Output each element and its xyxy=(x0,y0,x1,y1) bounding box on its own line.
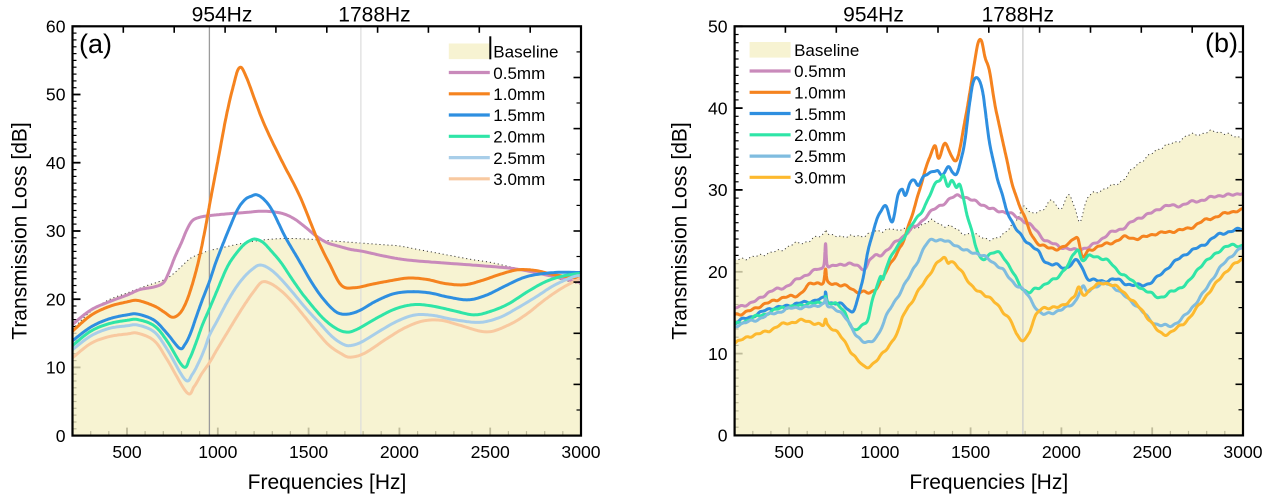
svg-text:Transmission Loss [dB]: Transmission Loss [dB] xyxy=(669,122,692,339)
svg-text:40: 40 xyxy=(708,98,728,118)
svg-text:10: 10 xyxy=(708,344,728,364)
svg-text:2.0mm: 2.0mm xyxy=(493,128,545,147)
svg-text:30: 30 xyxy=(46,221,66,241)
svg-text:50: 50 xyxy=(708,17,728,37)
svg-text:3000: 3000 xyxy=(1223,442,1262,462)
svg-text:3.0mm: 3.0mm xyxy=(493,170,545,189)
svg-text:2500: 2500 xyxy=(471,442,510,462)
svg-text:Transmission Loss [dB]: Transmission Loss [dB] xyxy=(9,122,32,339)
svg-text:1.5mm: 1.5mm xyxy=(493,106,545,125)
svg-text:40: 40 xyxy=(46,153,66,173)
svg-text:(a): (a) xyxy=(79,29,112,59)
svg-text:1500: 1500 xyxy=(289,442,328,462)
svg-text:0: 0 xyxy=(718,426,728,446)
svg-text:10: 10 xyxy=(46,358,66,378)
svg-text:20: 20 xyxy=(708,262,728,282)
svg-text:1000: 1000 xyxy=(198,442,237,462)
svg-text:1.5mm: 1.5mm xyxy=(794,105,846,124)
svg-text:954Hz: 954Hz xyxy=(843,4,904,27)
svg-text:50: 50 xyxy=(46,85,66,105)
svg-text:20: 20 xyxy=(46,289,66,309)
svg-text:2.5mm: 2.5mm xyxy=(493,149,545,168)
svg-text:(b): (b) xyxy=(1205,28,1238,58)
svg-text:30: 30 xyxy=(708,180,728,200)
svg-text:1000: 1000 xyxy=(860,442,899,462)
svg-text:1788Hz: 1788Hz xyxy=(338,4,410,27)
svg-text:Baseline: Baseline xyxy=(493,43,558,62)
svg-text:2000: 2000 xyxy=(380,442,419,462)
svg-text:500: 500 xyxy=(774,442,804,462)
svg-text:Frequencies [Hz]: Frequencies [Hz] xyxy=(248,471,407,494)
svg-text:3000: 3000 xyxy=(561,442,600,462)
svg-text:0: 0 xyxy=(56,426,66,446)
svg-text:500: 500 xyxy=(112,442,142,462)
svg-text:0.5mm: 0.5mm xyxy=(794,62,846,81)
svg-text:3.0mm: 3.0mm xyxy=(794,169,846,188)
svg-text:Frequencies [Hz]: Frequencies [Hz] xyxy=(909,471,1068,494)
svg-text:2.0mm: 2.0mm xyxy=(794,126,846,145)
svg-text:1.0mm: 1.0mm xyxy=(493,85,545,104)
svg-text:1500: 1500 xyxy=(951,442,990,462)
svg-text:1.0mm: 1.0mm xyxy=(794,84,846,103)
svg-text:2500: 2500 xyxy=(1133,442,1172,462)
svg-text:2000: 2000 xyxy=(1042,442,1081,462)
svg-text:0.5mm: 0.5mm xyxy=(493,64,545,83)
svg-text:1788Hz: 1788Hz xyxy=(982,4,1054,27)
svg-text:Baseline: Baseline xyxy=(794,41,859,60)
svg-text:60: 60 xyxy=(46,17,66,37)
svg-text:2.5mm: 2.5mm xyxy=(794,147,846,166)
svg-text:954Hz: 954Hz xyxy=(192,4,253,27)
